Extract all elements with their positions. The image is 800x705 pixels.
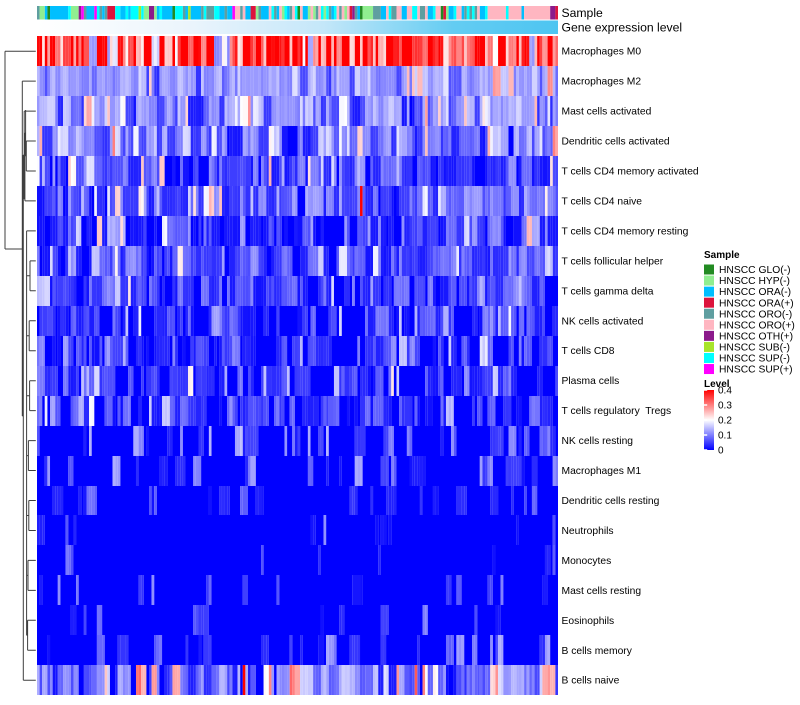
- svg-text:HNSCC ORO(+): HNSCC ORO(+): [719, 320, 795, 331]
- svg-text:Sample: Sample: [704, 250, 740, 261]
- svg-text:Mast cells resting: Mast cells resting: [562, 586, 642, 597]
- svg-text:HNSCC HYP(-): HNSCC HYP(-): [719, 276, 790, 287]
- svg-text:T cells regulatory Tregs: T cells regulatory Tregs: [562, 406, 672, 417]
- svg-text:Mast cells activated: Mast cells activated: [562, 107, 652, 118]
- svg-text:T cells CD4 naive: T cells CD4 naive: [562, 196, 643, 207]
- svg-text:Neutrophils: Neutrophils: [562, 526, 614, 537]
- svg-text:Sample: Sample: [562, 6, 604, 20]
- svg-text:0: 0: [718, 446, 724, 457]
- svg-text:T cells CD4 memory activated: T cells CD4 memory activated: [562, 167, 699, 178]
- svg-text:Gene expression level: Gene expression level: [562, 21, 683, 35]
- svg-text:0.1: 0.1: [718, 431, 732, 442]
- svg-text:Macrophages M2: Macrophages M2: [562, 77, 642, 88]
- svg-text:Macrophages M1: Macrophages M1: [562, 466, 642, 477]
- svg-text:Dendritic cells activated: Dendritic cells activated: [562, 137, 670, 148]
- svg-text:HNSCC ORA(-): HNSCC ORA(-): [719, 287, 791, 298]
- svg-text:0.2: 0.2: [718, 416, 732, 427]
- svg-text:HNSCC ORA(+): HNSCC ORA(+): [719, 298, 794, 309]
- svg-text:HNSCC SUP(-): HNSCC SUP(-): [719, 354, 790, 365]
- svg-text:0.4: 0.4: [718, 386, 732, 397]
- svg-text:T cells CD4 memory resting: T cells CD4 memory resting: [562, 226, 689, 237]
- svg-text:Monocytes: Monocytes: [562, 556, 612, 567]
- svg-text:0.3: 0.3: [718, 401, 732, 412]
- svg-text:HNSCC SUB(-): HNSCC SUB(-): [719, 343, 790, 354]
- svg-text:B cells naive: B cells naive: [562, 676, 620, 687]
- svg-text:NK cells resting: NK cells resting: [562, 436, 634, 447]
- svg-text:Macrophages M0: Macrophages M0: [562, 47, 642, 58]
- svg-text:HNSCC GLO(-): HNSCC GLO(-): [719, 265, 791, 276]
- svg-text:Dendritic cells resting: Dendritic cells resting: [562, 496, 660, 507]
- svg-text:T cells gamma delta: T cells gamma delta: [562, 286, 654, 297]
- svg-text:T cells follicular helper: T cells follicular helper: [562, 256, 664, 267]
- svg-text:HNSCC ORO(-): HNSCC ORO(-): [719, 309, 792, 320]
- svg-text:NK cells activated: NK cells activated: [562, 316, 644, 327]
- svg-text:Plasma cells: Plasma cells: [562, 376, 620, 387]
- svg-text:HNSCC OTH(+): HNSCC OTH(+): [719, 331, 793, 342]
- svg-text:B cells memory: B cells memory: [562, 646, 633, 657]
- svg-text:HNSCC SUP(+): HNSCC SUP(+): [719, 365, 793, 376]
- svg-text:T cells CD8: T cells CD8: [562, 346, 615, 357]
- svg-text:Eosinophils: Eosinophils: [562, 616, 615, 627]
- svg-text:Level: Level: [704, 379, 730, 390]
